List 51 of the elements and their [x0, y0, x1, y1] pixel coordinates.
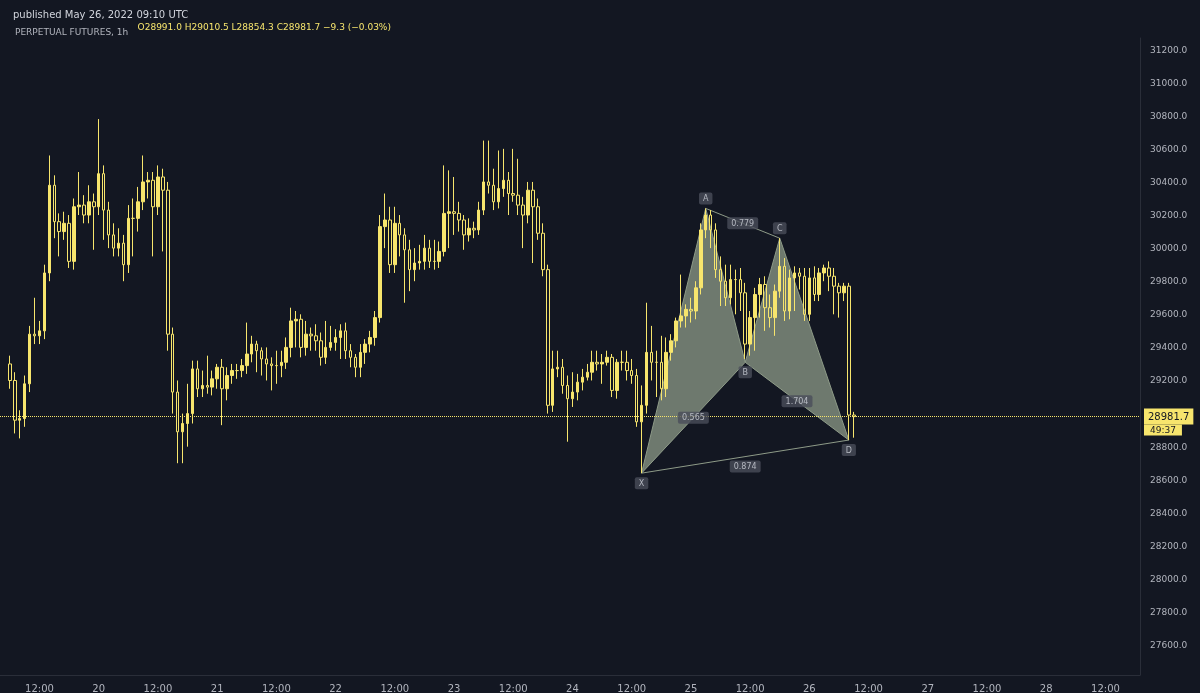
y-tick-label: 28200.0: [1150, 540, 1188, 551]
x-tick-label: 12:00: [143, 682, 173, 693]
text: 49:37: [1150, 425, 1176, 436]
annotation: 0.565: [681, 413, 705, 423]
y-tick-label: 31000.0: [1150, 77, 1188, 88]
annotation: 0.874: [733, 462, 757, 472]
y-tick-label: 29800.0: [1150, 276, 1188, 287]
y-tick-label: 28000.0: [1150, 574, 1188, 585]
x-tick-label: 22: [329, 682, 342, 693]
annotation: D: [845, 445, 852, 455]
x-tick-label: 28: [1039, 682, 1053, 693]
ref-line-label: 28981.7: [1148, 411, 1190, 423]
y-tick-label: 29600.0: [1150, 309, 1188, 320]
x-tick-label: 12:00: [854, 682, 883, 693]
y-tick-label: 27600.0: [1150, 640, 1188, 651]
y-tick-label: 30600.0: [1150, 143, 1188, 154]
chart-title: PERPETUAL FUTURES, 1h: [15, 26, 129, 37]
x-tick-label: 21: [210, 682, 224, 693]
y-tick-label: 30200.0: [1150, 210, 1188, 221]
y-tick-label: 31200.0: [1150, 44, 1188, 55]
x-tick-label: 26: [802, 682, 816, 693]
y-tick-label: 29400.0: [1150, 342, 1188, 353]
x-tick-label: 12:00: [380, 682, 410, 693]
y-tick-label: 27800.0: [1150, 607, 1188, 618]
x-tick-label: 12:00: [972, 682, 1002, 693]
x-tick-label: 24: [566, 682, 579, 693]
annotation: C: [776, 223, 783, 233]
annotation: 1.704: [785, 396, 809, 406]
y-tick-label: 30400.0: [1150, 176, 1188, 187]
x-tick-label: 12:00: [1091, 682, 1120, 693]
x-tick-label: 12:00: [617, 682, 647, 693]
x-tick-label: 12:00: [261, 682, 291, 693]
annotation: 0.779: [731, 218, 755, 228]
chart-subtitle: published May 26, 2022 09:10 UTC: [13, 8, 189, 20]
y-tick-label: 30000.0: [1150, 243, 1188, 254]
annotation: B: [742, 367, 748, 377]
annotation: A: [702, 193, 709, 203]
y-tick-label: 28400.0: [1150, 507, 1188, 518]
y-tick-label: 29200.0: [1150, 375, 1188, 386]
x-tick-label: 12:00: [498, 682, 528, 693]
y-tick-label: 30800.0: [1150, 110, 1188, 121]
x-tick-label: 20: [92, 682, 106, 693]
x-tick-label: 12:00: [735, 682, 765, 693]
x-tick-label: 12:00: [25, 682, 54, 693]
x-tick-label: 25: [684, 682, 698, 693]
y-tick-label: 28800.0: [1150, 441, 1188, 452]
annotation: X: [638, 478, 645, 488]
text: O28991.0 H29010.5 L28854.3 C28981.7 −9.3 (−0.03%): [137, 21, 391, 32]
x-tick-label: 23: [447, 682, 461, 693]
x-tick-label: 27: [921, 682, 935, 693]
y-tick-label: 28600.0: [1150, 474, 1188, 485]
